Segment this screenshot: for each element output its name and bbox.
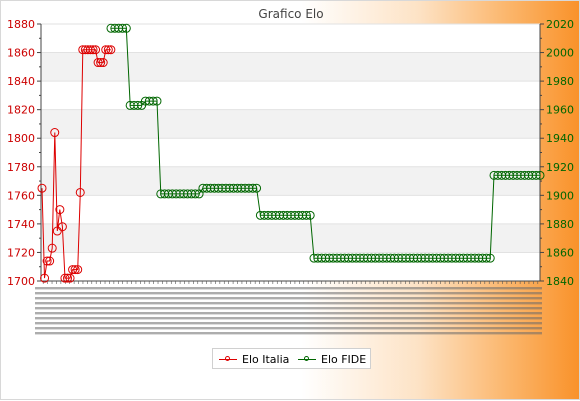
x-tick-labels-band (35, 292, 542, 295)
data-point-elo-italia (96, 58, 106, 68)
left-tick-label: 1700 (7, 275, 35, 288)
left-tick-label: 1840 (7, 75, 35, 88)
left-tick-label: 1740 (7, 218, 35, 231)
left-tick-label: 1820 (7, 104, 35, 117)
data-point-elo-fide (252, 183, 262, 193)
right-tick-label: 1940 (546, 132, 574, 145)
data-point-elo-fide (481, 253, 491, 263)
data-point-elo-italia (60, 273, 70, 283)
data-point-elo-fide (485, 253, 495, 263)
data-point-elo-italia (40, 273, 50, 283)
data-point-elo-italia (98, 58, 108, 68)
data-point-elo-italia (57, 222, 67, 232)
x-tick-labels-band (35, 332, 542, 335)
grid-band (41, 138, 540, 167)
right-tick-label: 1960 (546, 104, 574, 117)
legend-marker-elo-fide (304, 356, 309, 361)
data-point-elo-fide (133, 100, 143, 110)
legend: Elo Italia Elo FIDE (212, 348, 371, 369)
data-point-elo-italia (47, 243, 57, 253)
data-point-elo-italia (68, 265, 78, 275)
data-point-elo-fide (248, 183, 258, 193)
data-point-elo-italia (85, 45, 95, 55)
data-point-elo-italia (73, 265, 83, 275)
data-point-elo-fide (305, 210, 315, 220)
x-tick-labels-band (35, 287, 542, 290)
grid-band (41, 52, 540, 82)
x-tick-labels-band (35, 307, 542, 310)
data-point-elo-italia (75, 187, 85, 197)
x-tick-labels-band (35, 302, 542, 305)
data-point-elo-italia (42, 256, 52, 266)
left-tick-label: 1760 (7, 189, 35, 202)
chart-title: Grafico Elo (258, 7, 323, 21)
grid-band (41, 166, 540, 196)
data-point-elo-fide (121, 23, 131, 33)
right-tick-label: 2000 (546, 47, 574, 60)
legend-label-elo-fide: Elo FIDE (321, 353, 367, 366)
data-point-elo-italia (45, 256, 55, 266)
legend-marker-elo-italia (225, 356, 230, 361)
legend-label-elo-italia: Elo Italia (242, 353, 290, 366)
data-point-elo-italia (55, 205, 65, 215)
data-point-elo-italia (93, 58, 103, 68)
left-tick-label: 1800 (7, 132, 35, 145)
right-tick-label: 1880 (546, 218, 574, 231)
x-tick-labels-band (35, 327, 542, 330)
data-point-elo-fide (301, 210, 311, 220)
data-point-elo-italia (103, 45, 113, 55)
right-tick-label: 1900 (546, 189, 574, 202)
grid-band (41, 81, 540, 110)
x-tick-labels-band (35, 322, 542, 325)
data-point-elo-italia (91, 45, 101, 55)
left-tick-label: 1780 (7, 161, 35, 174)
right-tick-label: 2020 (546, 18, 574, 31)
data-point-elo-italia (50, 128, 60, 138)
left-tick-label: 1860 (7, 47, 35, 60)
data-point-elo-italia (101, 45, 111, 55)
left-tick-label: 1720 (7, 246, 35, 259)
data-point-elo-italia (70, 265, 80, 275)
right-tick-label: 1920 (546, 161, 574, 174)
data-point-elo-italia (106, 45, 116, 55)
right-tick-label: 1980 (546, 75, 574, 88)
left-tick-label: 1880 (7, 18, 35, 31)
data-point-elo-italia (63, 273, 72, 283)
right-tick-label: 1840 (546, 275, 574, 288)
data-point-elo-fide (190, 189, 200, 199)
x-tick-labels-band (35, 297, 542, 300)
data-point-elo-italia (65, 273, 75, 283)
grid-band (41, 109, 540, 139)
x-tick-labels-band (35, 317, 542, 320)
data-point-elo-fide (152, 96, 162, 106)
grid-band (41, 223, 540, 253)
data-point-elo-fide (535, 170, 545, 180)
data-point-elo-fide (531, 170, 541, 180)
data-point-elo-italia (88, 45, 98, 55)
data-point-elo-italia (37, 183, 47, 193)
x-tick-labels-band (35, 312, 542, 315)
grid-band (41, 252, 540, 281)
data-point-elo-fide (148, 96, 158, 106)
data-point-elo-fide (117, 23, 127, 33)
right-tick-label: 1860 (546, 246, 574, 259)
